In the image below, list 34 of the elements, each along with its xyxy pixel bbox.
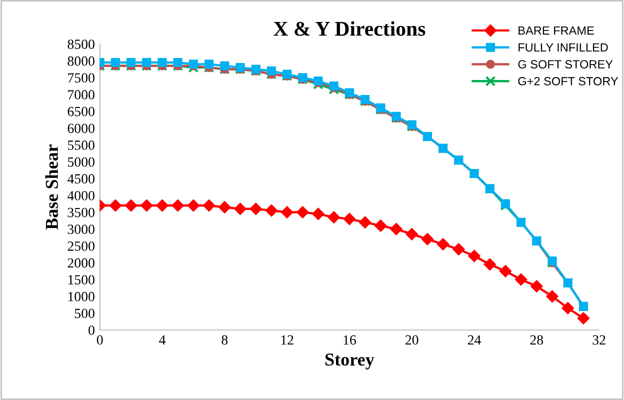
x-tick-label: 32: [592, 335, 606, 345]
y-axis-title: Base Shear: [45, 144, 58, 230]
y-tick-label: 5500: [68, 140, 94, 150]
y-tick-label: 0: [88, 326, 94, 335]
legend-label: G SOFT STOREY: [518, 60, 613, 69]
y-tick-label: 1500: [68, 275, 94, 284]
y-tick-label: 6500: [68, 106, 94, 116]
y-tick-label: 4500: [67, 174, 94, 184]
y-tick-label: 3000: [68, 224, 94, 234]
x-tick-label: 4: [159, 335, 166, 344]
x-tick-label: 20: [406, 335, 418, 345]
x-tick-label: 16: [344, 335, 356, 345]
y-tick-label: 500: [74, 308, 94, 318]
x-tick-label: 12: [281, 335, 294, 344]
x-axis-title: Storey: [325, 354, 374, 370]
y-tick-label: 1000: [68, 292, 94, 302]
legend-label: FULLY INFILLED: [518, 43, 608, 52]
y-tick-label: 8500: [68, 40, 94, 49]
y-tick-label: 6000: [68, 124, 94, 134]
x-tick-label: 8: [222, 335, 228, 345]
y-tick-label: 2000: [68, 258, 94, 268]
x-tick-label: 28: [530, 335, 544, 345]
y-tick-label: 7000: [68, 90, 94, 100]
y-tick-label: 2500: [68, 241, 94, 251]
x-tick-label: 24: [468, 335, 481, 344]
legend-label: G+2 SOFT STORY: [518, 77, 618, 86]
y-tick-label: 5000: [68, 157, 94, 167]
x-tick-label: 0: [96, 335, 103, 345]
y-tick-label: 4000: [67, 190, 94, 200]
y-tick-label: 3500: [68, 208, 94, 218]
chart-title: X & Y Directions: [274, 21, 426, 36]
legend-label: BARE FRAME: [518, 26, 594, 35]
y-tick-label: 7500: [68, 73, 94, 83]
y-tick-label: 8000: [68, 56, 94, 66]
